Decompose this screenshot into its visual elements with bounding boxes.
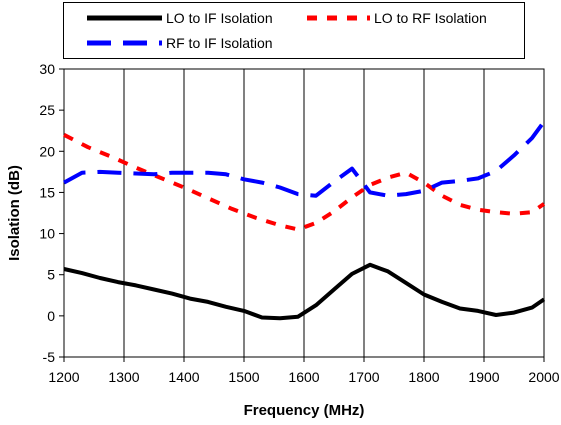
- x-tick-label-1600: 1600: [288, 369, 319, 385]
- y-axis: -5 0 5 10 15 20 25 30: [39, 61, 64, 365]
- y-axis-title: Isolation (dB): [6, 165, 23, 261]
- series-line-lo-to-rf-isolation: [63, 133, 546, 232]
- x-tick-label-2000: 2000: [528, 369, 559, 385]
- x-tick-label-1900: 1900: [468, 369, 499, 385]
- legend-label-lo-to-rf: LO to RF Isolation: [374, 10, 487, 26]
- y-tick-label-30: 30: [39, 61, 55, 77]
- y-tick-label--5: -5: [43, 349, 56, 365]
- legend-box: [63, 2, 525, 59]
- series-line-lo-to-if-isolation: [63, 262, 546, 321]
- legend-entry-rf-to-if: RF to IF Isolation: [87, 35, 273, 51]
- x-axis: 1200 1300 1400 1500 1600 1700 1800 1900 2000: [48, 357, 560, 385]
- y-tick-label-25: 25: [39, 102, 55, 118]
- x-tick-label-1800: 1800: [408, 369, 439, 385]
- y-tick-label-20: 20: [39, 143, 55, 159]
- x-tick-label-1400: 1400: [168, 369, 199, 385]
- series-line-rf-to-if-isolation: [63, 120, 546, 198]
- x-tick-label-1700: 1700: [348, 369, 379, 385]
- legend: LO to IF Isolation LO to RF Isolation RF…: [63, 2, 525, 59]
- x-tick-label-1300: 1300: [108, 369, 139, 385]
- x-axis-title: Frequency (MHz): [244, 402, 365, 419]
- x-tick-label-1200: 1200: [48, 369, 79, 385]
- y-tick-label-0: 0: [47, 308, 55, 324]
- legend-entry-lo-to-rf: LO to RF Isolation: [307, 10, 487, 26]
- series-lines: [63, 120, 546, 321]
- legend-label-lo-to-if: LO to IF Isolation: [166, 10, 273, 26]
- legend-entry-lo-to-if: LO to IF Isolation: [87, 10, 273, 26]
- y-tick-label-10: 10: [39, 226, 55, 242]
- y-tick-label-5: 5: [47, 267, 55, 283]
- legend-label-rf-to-if: RF to IF Isolation: [166, 35, 273, 51]
- y-tick-label-15: 15: [39, 184, 55, 200]
- x-tick-label-1500: 1500: [228, 369, 259, 385]
